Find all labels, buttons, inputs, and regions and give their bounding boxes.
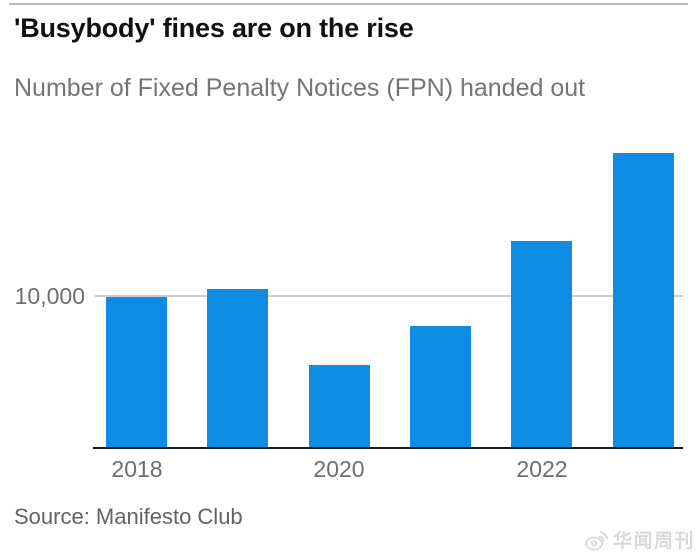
top-divider <box>9 3 688 5</box>
source-credit: Source: Manifesto Club <box>14 504 243 529</box>
chart-title: 'Busybody' fines are on the rise <box>14 13 414 43</box>
bar-2022 <box>511 241 572 448</box>
x-tick-2020: 2020 <box>313 456 365 482</box>
x-axis-labels: 2018 2020 2022 <box>0 456 700 484</box>
watermark-text: 华闻周刊 <box>612 531 695 552</box>
bar-2018 <box>106 297 167 448</box>
bar-2021 <box>410 326 471 448</box>
plot-area: 10,000 <box>0 130 700 449</box>
bars-container <box>0 130 700 449</box>
x-tick-2018: 2018 <box>111 456 163 482</box>
x-axis-line <box>93 447 683 449</box>
weibo-icon <box>584 528 610 552</box>
y-axis-tick-label: 10,000 <box>14 283 85 309</box>
chart-subtitle: Number of Fixed Penalty Notices (FPN) ha… <box>14 74 586 102</box>
bar-2023 <box>613 153 674 448</box>
bar-2020 <box>309 365 370 448</box>
x-tick-2022: 2022 <box>516 456 568 482</box>
watermark: 华闻周刊 <box>584 526 695 553</box>
bar-2019 <box>207 289 268 448</box>
gridline-10000 <box>95 295 683 297</box>
